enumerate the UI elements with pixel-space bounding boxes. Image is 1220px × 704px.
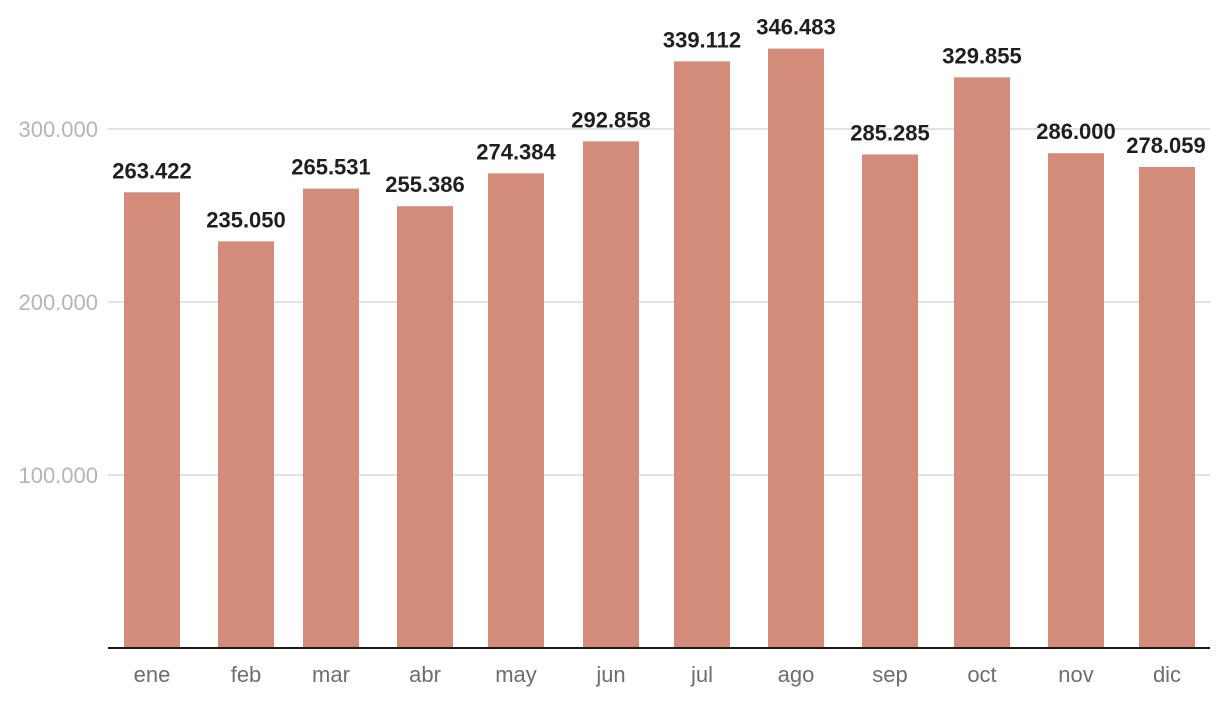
bar-nov [1048, 153, 1104, 648]
x-tick-label-may: may [495, 662, 537, 687]
x-tick-label-dic: dic [1153, 662, 1181, 687]
bar-may [488, 173, 544, 648]
x-tick-label-feb: feb [231, 662, 262, 687]
y-tick-label: 200.000 [18, 290, 98, 315]
bar-oct [954, 77, 1010, 649]
data-label-abr: 255.386 [385, 172, 465, 197]
data-label-feb: 235.050 [206, 207, 286, 232]
bar-jul [674, 61, 730, 648]
bar-dic [1139, 166, 1195, 648]
bar-ene [124, 192, 180, 648]
x-tick-label-jun: jun [595, 662, 625, 687]
gridlines [108, 128, 1210, 476]
x-tick-label-sep: sep [872, 662, 907, 687]
x-tick-label-mar: mar [312, 662, 350, 687]
data-label-oct: 329.855 [942, 43, 1022, 68]
bar-ago [768, 48, 824, 648]
data-label-mar: 265.531 [291, 155, 371, 180]
data-label-jul: 339.112 [663, 27, 741, 52]
data-label-may: 274.384 [476, 139, 556, 164]
data-label-dic: 278.059 [1126, 133, 1206, 158]
y-tick-label: 300.000 [18, 117, 98, 142]
bar-abr [397, 206, 453, 648]
x-tick-label-ago: ago [778, 662, 815, 687]
data-label-ago: 346.483 [756, 15, 836, 40]
data-label-nov: 286.000 [1036, 119, 1116, 144]
bars [124, 48, 1195, 649]
labels: 100.000 200.000 300.000 263.422 ene 235.050 fe… [18, 15, 1205, 687]
x-tick-label-jul: jul [690, 662, 713, 687]
data-label-ene: 263.422 [112, 158, 192, 183]
data-label-sep: 285.285 [850, 120, 930, 145]
x-tick-label-ene: ene [134, 662, 171, 687]
bar-mar [303, 188, 359, 649]
y-tick-label: 100.000 [18, 463, 98, 488]
bar-jun [583, 141, 639, 649]
x-tick-label-oct: oct [967, 662, 996, 687]
x-tick-label-nov: nov [1058, 662, 1093, 687]
bar-sep [862, 154, 918, 648]
data-label-jun: 292.858 [571, 107, 651, 132]
x-tick-label-abr: abr [409, 662, 441, 687]
bar-feb [218, 241, 274, 648]
